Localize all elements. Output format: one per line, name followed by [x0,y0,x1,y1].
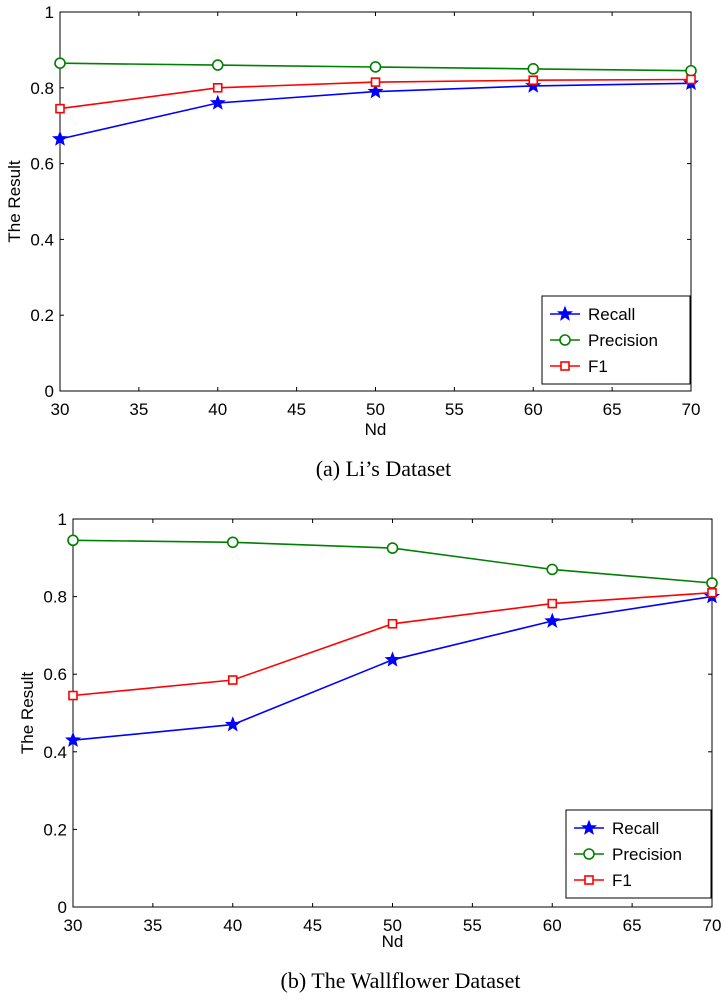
y-tick-label: 0.8 [30,79,54,98]
data-point-precision [67,534,79,547]
chart-b: 30 35 40 45 50 55 60 65 70 0 0.2 0.4 0.6 0.8 1 Nd The Re… [18,510,721,993]
x-tick-label: 55 [445,400,464,419]
figure-caption: (b) The Wallflower Dataset [281,968,521,993]
legend-marker-recall [556,305,574,321]
data-point-precision [54,57,66,69]
data-point-f1 [370,77,381,87]
y-tick-label: 0.2 [30,306,54,325]
x-tick-label: 65 [623,916,642,935]
x-tick-label: 70 [703,916,722,935]
data-point-recall [224,716,241,732]
y-tick-label: 0 [45,382,54,401]
y-tick-label: 0 [58,898,67,917]
legend-label-recall: Recall [588,305,635,324]
data-point-precision [527,63,540,75]
legend-label-f1: F1 [612,871,632,890]
y-tick-label: 1 [58,510,67,529]
series-line-f1 [72,591,713,697]
y-tick-label: 0.6 [43,665,67,684]
y-tick-label: 0.8 [43,588,67,607]
chart-a: 30 35 40 45 50 55 60 65 70 0 0.2 0.4 0.6 0.8 1 Nd The Re… [5,3,700,481]
data-point-precision [226,536,239,549]
data-point-precision [546,563,559,576]
legend: Recall Precision F1 [541,295,691,385]
data-point-recall [384,651,401,667]
data-point-precision [386,542,399,554]
x-tick-label: 35 [129,400,148,419]
x-tick-label: 60 [543,916,562,935]
y-axis-label: The Result [18,672,37,754]
x-axis-label: Nd [382,932,404,951]
x-tick-label: 30 [51,400,70,419]
data-point-f1 [686,74,696,85]
data-point-precision [706,577,718,589]
y-axis-label: The Result [5,160,24,242]
x-tick-label: 50 [383,916,402,935]
figure-caption: (a) Li’s Dataset [316,456,452,481]
legend-marker-precision [583,848,595,860]
legend-marker-f1 [560,361,570,371]
x-tick-label: 40 [223,916,242,935]
data-point-precision [685,64,697,77]
y-tick-label: 0.4 [43,743,67,762]
legend-label-f1: F1 [588,357,608,376]
legend-label-precision: Precision [588,331,658,350]
legend-marker-precision [559,334,571,346]
x-tick-label: 55 [463,916,482,935]
legend: Recall Precision F1 [565,809,712,899]
x-tick-label: 60 [524,400,543,419]
data-point-f1 [528,75,539,86]
y-tick-label: 0.4 [30,230,54,249]
x-tick-label: 40 [208,400,227,419]
data-point-f1 [212,83,223,93]
x-tick-label: 70 [682,400,701,419]
data-point-precision [211,59,224,71]
legend-label-recall: Recall [612,819,659,838]
data-point-precision [369,61,382,73]
data-point-recall [51,130,69,146]
series-line-recall [72,595,713,741]
x-axis-label: Nd [365,420,387,439]
data-point-recall [367,83,384,99]
data-point-f1 [227,675,238,685]
y-tick-label: 0.6 [30,155,54,174]
y-tick-label: 1 [45,3,54,22]
x-tick-label: 65 [603,400,622,419]
legend-label-precision: Precision [612,845,682,864]
data-point-f1 [55,103,65,114]
x-tick-label: 35 [143,916,162,935]
legend-marker-f1 [584,875,594,885]
x-tick-label: 45 [287,400,306,419]
data-point-recall [544,612,561,628]
data-point-recall [525,77,542,93]
data-point-f1 [387,618,398,629]
x-tick-label: 30 [64,916,83,935]
x-tick-label: 50 [366,400,385,419]
data-point-recall [209,94,226,110]
data-point-f1 [68,690,78,701]
x-tick-label: 45 [303,916,322,935]
data-point-recall [64,731,82,747]
legend-marker-recall [580,819,598,835]
data-point-f1 [547,598,558,609]
data-point-f1 [707,587,717,598]
y-tick-label: 0.2 [43,820,67,839]
